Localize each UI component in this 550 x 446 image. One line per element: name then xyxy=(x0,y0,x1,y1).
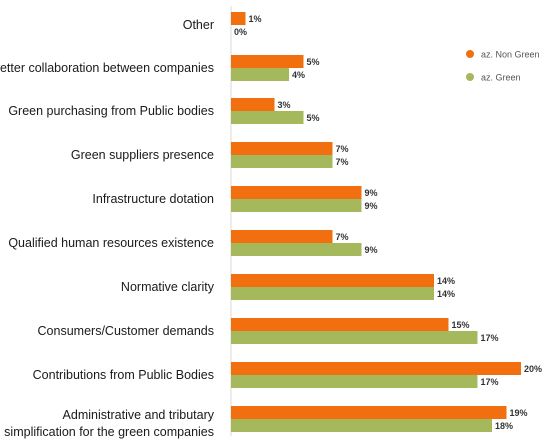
non-green-bar-green-purchasing-from-public-bodies xyxy=(231,98,275,111)
category-label-line: Green suppliers presence xyxy=(71,148,214,162)
category-label: Green purchasing from Public bodies xyxy=(8,104,214,118)
non-green-value-label: 15% xyxy=(452,320,470,330)
category-label-line: Better collaboration between companies xyxy=(0,61,214,75)
non-green-value-label: 7% xyxy=(336,144,349,154)
green-bar-infrastructure-dotation xyxy=(231,199,362,212)
non-green-bar-normative-clarity xyxy=(231,274,434,287)
category-label-line: Other xyxy=(183,18,214,32)
legend-marker-green xyxy=(466,73,474,81)
non-green-value-label: 19% xyxy=(510,408,528,418)
category-label: Infrastructure dotation xyxy=(92,192,214,206)
category-label-line: Green purchasing from Public bodies xyxy=(8,104,214,118)
non-green-value-label: 14% xyxy=(437,276,455,286)
category-label: Other xyxy=(183,18,214,32)
non-green-value-label: 1% xyxy=(249,14,262,24)
green-bar-qualified-human-resources-existence xyxy=(231,243,362,256)
green-bar-consumers-customer-demands xyxy=(231,331,478,344)
green-value-label: 18% xyxy=(495,421,513,431)
green-bar-green-purchasing-from-public-bodies xyxy=(231,111,304,124)
category-label: Qualified human resources existence xyxy=(8,236,214,250)
category-label: Contributions from Public Bodies xyxy=(33,368,214,382)
non-green-bar-contributions-from-public-bodies xyxy=(231,362,521,375)
non-green-bar-other xyxy=(231,12,246,25)
non-green-value-label: 3% xyxy=(278,100,291,110)
green-value-label: 17% xyxy=(481,333,499,343)
category-label: Better collaboration between companies xyxy=(0,61,214,75)
category-label-line: Qualified human resources existence xyxy=(8,236,214,250)
green-bar-normative-clarity xyxy=(231,287,434,300)
category-label-line: Infrastructure dotation xyxy=(92,192,214,206)
legend-label-non-green: az. Non Green xyxy=(481,50,540,60)
category-label: Green suppliers presence xyxy=(71,148,214,162)
category-label-line: Normative clarity xyxy=(121,280,215,294)
green-value-label: 4% xyxy=(292,70,305,80)
green-bar-better-collaboration-between-companies xyxy=(231,68,289,81)
green-value-label: 17% xyxy=(481,377,499,387)
non-green-value-label: 5% xyxy=(307,57,320,67)
green-value-label: 0% xyxy=(234,27,247,37)
category-label-line: Contributions from Public Bodies xyxy=(33,368,214,382)
non-green-value-label: 20% xyxy=(524,364,542,374)
legend-label-green: az. Green xyxy=(481,73,521,83)
green-value-label: 9% xyxy=(365,201,378,211)
legend-marker-non-green xyxy=(466,50,474,58)
non-green-bar-administrative-and-tributary-simplification-for-the-green-companies xyxy=(231,406,507,419)
non-green-bar-green-suppliers-presence xyxy=(231,142,333,155)
green-value-label: 5% xyxy=(307,113,320,123)
non-green-value-label: 9% xyxy=(365,188,378,198)
green-bar-administrative-and-tributary-simplification-for-the-green-companies xyxy=(231,419,492,432)
non-green-bar-qualified-human-resources-existence xyxy=(231,230,333,243)
green-bar-green-suppliers-presence xyxy=(231,155,333,168)
category-label-line: Consumers/Customer demands xyxy=(38,324,214,338)
category-label: Consumers/Customer demands xyxy=(38,324,214,338)
green-bar-contributions-from-public-bodies xyxy=(231,375,478,388)
non-green-bar-better-collaboration-between-companies xyxy=(231,55,304,68)
non-green-value-label: 7% xyxy=(336,232,349,242)
category-label: Administrative and tributary simplificati… xyxy=(4,408,215,439)
green-value-label: 9% xyxy=(365,245,378,255)
green-value-label: 7% xyxy=(336,157,349,167)
category-label-line: Administrative and tributary xyxy=(63,408,215,422)
category-label-line: simplification for the green companies xyxy=(4,425,214,439)
category-label: Normative clarity xyxy=(121,280,215,294)
green-value-label: 14% xyxy=(437,289,455,299)
non-green-bar-consumers-customer-demands xyxy=(231,318,449,331)
non-green-bar-infrastructure-dotation xyxy=(231,186,362,199)
